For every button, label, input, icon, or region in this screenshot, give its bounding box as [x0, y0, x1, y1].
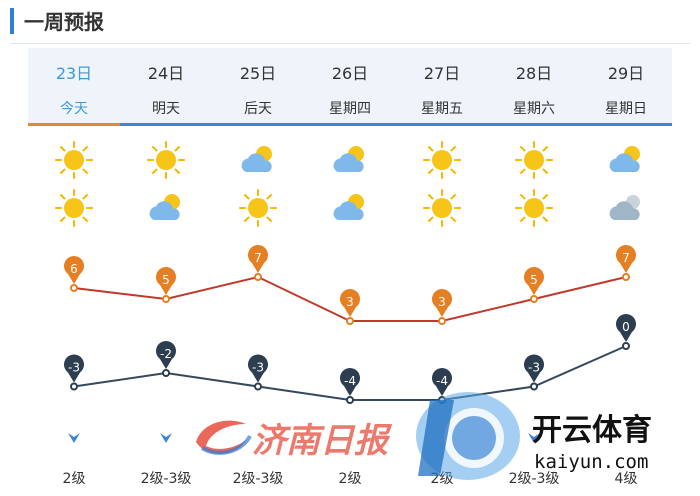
day-date: 27日	[423, 64, 461, 83]
low-temp-point: 0	[616, 314, 636, 350]
right-brand-watermark: 开云体育 kaiyun.com	[416, 392, 652, 480]
day-name: 星期六	[513, 101, 555, 117]
title-bar: 一周预报	[0, 0, 700, 44]
left-brand-watermark: 济南日报	[196, 420, 393, 461]
day-underline	[396, 123, 488, 126]
sun-icon	[422, 188, 462, 228]
page-title: 一周预报	[24, 10, 104, 34]
day-underline	[304, 123, 396, 126]
high-temp-point: 6	[64, 256, 84, 292]
cloudy-sun-icon	[146, 188, 186, 228]
day-name: 后天	[244, 101, 272, 117]
day-name: 星期四	[329, 101, 371, 117]
title-divider	[10, 43, 690, 44]
right-brand-text: 开云体育	[532, 413, 652, 448]
temp-value-label: 3	[346, 295, 354, 309]
sun-icon	[514, 188, 554, 228]
sun-icon	[238, 188, 278, 228]
temp-value-label: 3	[438, 295, 446, 309]
temp-value-label: 7	[254, 251, 262, 265]
day-header[interactable]: 26日星期四	[304, 48, 396, 126]
high-temp-point: 5	[524, 267, 544, 303]
day-date: 29日	[607, 64, 645, 83]
day-name: 明天	[152, 101, 180, 117]
cloudy-sun-icon	[238, 140, 278, 180]
cloudy-sun-icon	[606, 140, 646, 180]
temp-value-label: 6	[70, 262, 78, 276]
right-brand-url: kaiyun.com	[534, 451, 648, 473]
day-date: 23日	[55, 64, 93, 83]
temp-value-label: -3	[252, 361, 264, 375]
temp-value-label: -3	[528, 361, 540, 375]
cloudy-sun-icon	[330, 188, 370, 228]
wind-level-label: 2级-3级	[140, 471, 192, 487]
day-name: 星期日	[605, 101, 647, 117]
low-temp-point: -3	[524, 354, 544, 391]
wind-direction-icon	[67, 430, 81, 444]
day-underline	[28, 123, 120, 126]
day-header[interactable]: 25日后天	[212, 48, 304, 126]
day-name: 今天	[60, 101, 88, 117]
wind-level-label: 2级	[338, 471, 362, 487]
temp-value-label: -4	[344, 374, 356, 388]
temp-value-label: 5	[530, 273, 538, 287]
day-header[interactable]: 23日今天	[28, 48, 120, 126]
day-underline	[488, 123, 580, 126]
temp-value-label: -3	[68, 361, 80, 375]
high-temp-point: 3	[432, 289, 453, 325]
day-date: 28日	[515, 64, 553, 83]
day-name: 星期五	[421, 101, 463, 117]
day-underline	[212, 123, 304, 126]
day-header[interactable]: 28日星期六	[488, 48, 580, 126]
cloudy-icon	[606, 188, 646, 228]
day-date: 25日	[239, 64, 277, 83]
wind-direction-icon	[527, 430, 541, 444]
low-temp-point: -3	[247, 354, 268, 391]
wind-level-label: 2级-3级	[508, 471, 560, 487]
temp-value-label: -4	[436, 374, 448, 388]
high-temp-point: 3	[340, 289, 360, 325]
day-header[interactable]: 24日明天	[120, 48, 212, 126]
wind-level-label: 4级	[614, 471, 638, 487]
low-temp-point: -2	[155, 341, 177, 377]
day-date: 24日	[147, 64, 185, 83]
sun-icon	[54, 188, 94, 228]
high-temp-point: 5	[155, 267, 177, 303]
sun-icon	[146, 140, 186, 180]
high-temp-point: 7	[616, 245, 636, 281]
title-accent	[10, 8, 14, 34]
day-underline	[120, 123, 212, 126]
temp-value-label: 7	[622, 251, 630, 265]
day-header[interactable]: 29日星期日	[580, 48, 672, 126]
day-header[interactable]: 27日星期五	[396, 48, 488, 126]
low-temp-point: -3	[64, 354, 84, 391]
temp-value-label: -2	[160, 347, 172, 361]
temp-value-label: 0	[622, 320, 630, 334]
day-date: 26日	[331, 64, 369, 83]
sun-icon	[54, 140, 94, 180]
wind-direction-icon	[159, 430, 173, 444]
low-temp-point: -4	[340, 368, 360, 404]
sun-icon	[422, 140, 462, 180]
cloudy-sun-icon	[330, 140, 370, 180]
wind-level-label: 2级-3级	[232, 471, 284, 487]
temp-value-label: 5	[162, 273, 170, 287]
day-underline	[580, 123, 672, 126]
wind-level-label: 2级	[62, 471, 86, 487]
sun-icon	[514, 140, 554, 180]
left-brand-text: 济南日报	[252, 421, 393, 461]
high-temp-point: 7	[247, 245, 268, 281]
